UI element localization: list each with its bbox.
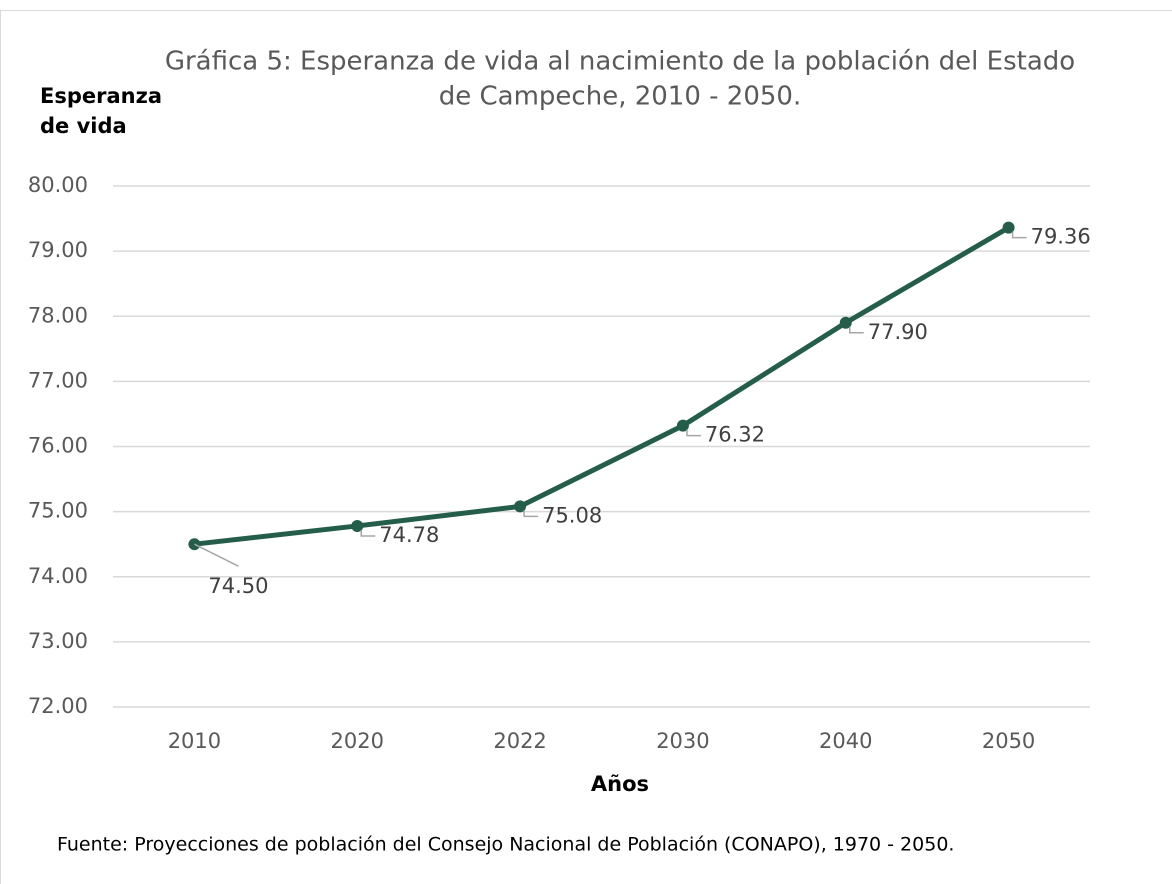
data-label: 77.90 (868, 320, 928, 344)
source-note: Fuente: Proyecciones de población del Co… (57, 834, 954, 856)
data-label: 74.78 (379, 523, 439, 547)
data-point (676, 419, 689, 432)
chart-title: de Campeche, 2010 - 2050. (439, 82, 802, 112)
y-tick-label: 77.00 (28, 368, 88, 392)
y-tick-label: 74.00 (28, 564, 88, 588)
y-tick-label: 72.00 (28, 694, 88, 718)
x-tick-label: 2020 (331, 729, 384, 753)
data-label: 75.08 (542, 503, 602, 527)
y-axis-label: de vida (40, 114, 127, 138)
leader-line (194, 543, 239, 567)
y-tick-label: 80.00 (28, 173, 88, 197)
data-point (839, 316, 852, 329)
leader-line (523, 510, 539, 518)
data-point (351, 519, 364, 532)
series-line (194, 225, 1010, 547)
x-tick-label: 2030 (656, 729, 709, 753)
data-label: 74.50 (208, 574, 268, 598)
chart-title: Gráfica 5: Esperanza de vida al nacimien… (165, 47, 1075, 77)
frame (0, 10, 1172, 884)
leader-line (686, 429, 701, 437)
data-label: 79.36 (1031, 225, 1091, 249)
y-tick-label: 73.00 (28, 629, 88, 653)
y-tick-label: 75.00 (28, 499, 88, 523)
x-tick-label: 2010 (168, 729, 221, 753)
leader-line (1011, 231, 1027, 239)
data-label: 76.32 (705, 423, 765, 447)
x-tick-label: 2040 (819, 729, 872, 753)
data-point (1002, 221, 1015, 234)
y-tick-label: 76.00 (28, 434, 88, 458)
y-axis-label: Esperanza (40, 84, 162, 108)
x-axis-label: Años (591, 772, 649, 796)
x-tick-label: 2022 (493, 729, 546, 753)
leader-line (360, 529, 376, 537)
y-tick-label: 78.00 (28, 303, 88, 327)
x-tick-label: 2050 (982, 729, 1035, 753)
y-tick-label: 79.00 (28, 238, 88, 262)
data-point (514, 500, 527, 513)
leader-line (849, 326, 864, 334)
